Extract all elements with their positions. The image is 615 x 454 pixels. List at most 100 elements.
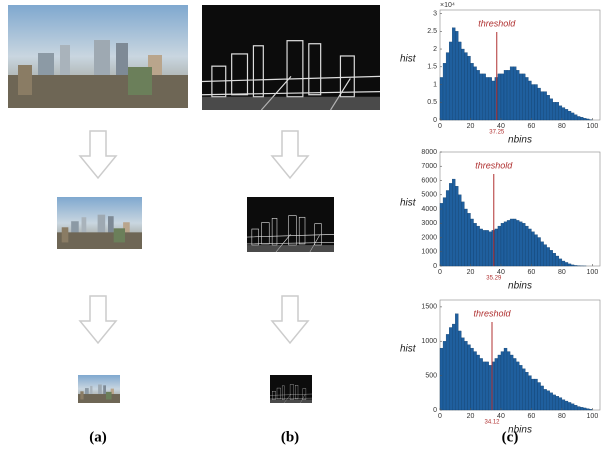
bar (440, 203, 443, 266)
y-tick-label: 1500 (421, 304, 437, 311)
bar (477, 355, 480, 410)
bar (455, 314, 458, 410)
y-tick-label: 1000 (421, 249, 437, 256)
bar (452, 28, 455, 120)
y-tick-label: 0 (433, 263, 437, 270)
bar (568, 264, 571, 266)
bar (495, 229, 498, 266)
bar (480, 358, 483, 410)
bar (489, 77, 492, 120)
bar (550, 250, 553, 266)
bar (443, 198, 446, 266)
y-tick-label: 5000 (421, 192, 437, 199)
histogram: 02040608010000.511.522.53×10⁴threshold37… (400, 2, 600, 146)
bar (522, 223, 525, 266)
bar (461, 49, 464, 120)
bar (574, 405, 577, 410)
bar (501, 74, 504, 120)
bar (562, 261, 565, 266)
bar (547, 391, 550, 410)
bar (467, 56, 470, 120)
y-tick-label: 2.5 (427, 28, 437, 35)
bar (531, 379, 534, 410)
x-tick-label: 60 (528, 269, 536, 276)
bar (486, 362, 489, 410)
y-tick-label: 0 (433, 407, 437, 414)
bar (483, 74, 486, 120)
bar (550, 99, 553, 120)
bar (556, 396, 559, 410)
x-tick-label: 20 (467, 413, 475, 420)
threshold-value: 37.25 (489, 130, 505, 136)
bar (544, 245, 547, 266)
bar (562, 108, 565, 120)
bar (501, 352, 504, 410)
x-tick-label: 100 (587, 123, 599, 130)
bar (486, 230, 489, 266)
image-column-b (202, 5, 380, 403)
bar (510, 67, 513, 120)
x-tick-label: 80 (558, 269, 566, 276)
bar (467, 213, 470, 266)
bar (538, 238, 541, 267)
bar (486, 77, 489, 120)
bar (568, 111, 571, 120)
x-tick-label: 100 (587, 269, 599, 276)
bar (538, 88, 541, 120)
bar (458, 195, 461, 266)
bar (449, 183, 452, 266)
y-tick-label: 1.5 (427, 64, 437, 71)
y-tick-label: 4000 (421, 206, 437, 213)
bar (513, 358, 516, 410)
bar (577, 407, 580, 410)
x-tick-label: 0 (438, 269, 442, 276)
bar (495, 358, 498, 410)
threshold-value: 34.12 (484, 420, 500, 426)
bar (446, 53, 449, 120)
y-tick-label: 0 (433, 117, 437, 124)
y-tick-label: 1000 (421, 338, 437, 345)
bar (464, 341, 467, 410)
bar (571, 404, 574, 410)
bar (489, 365, 492, 410)
bar (507, 220, 510, 266)
bar (522, 369, 525, 410)
bar (574, 115, 577, 120)
y-tick-label: 2000 (421, 234, 437, 241)
bar (461, 202, 464, 266)
bar (461, 338, 464, 410)
bar (547, 95, 550, 120)
bar (440, 348, 443, 410)
bar (513, 219, 516, 266)
bar (534, 235, 537, 266)
x-axis-label: nbins (508, 135, 532, 146)
bar (474, 352, 477, 410)
y-tick-label: 0.5 (427, 99, 437, 106)
y-tick-label: 500 (425, 372, 437, 379)
bar (568, 402, 571, 410)
bar (541, 92, 544, 120)
bar (534, 379, 537, 410)
bar (544, 92, 547, 120)
bar (443, 341, 446, 410)
bar (452, 324, 455, 410)
x-tick-label: 20 (467, 269, 475, 276)
y-axis-label: hist (400, 54, 417, 65)
bar (455, 31, 458, 120)
bar (480, 74, 483, 120)
bar (519, 222, 522, 266)
y-tick-label: 6000 (421, 177, 437, 184)
bar (449, 42, 452, 120)
bar (538, 383, 541, 411)
bar (446, 334, 449, 410)
bar (464, 209, 467, 266)
bar (534, 85, 537, 120)
y-tick-label: 3000 (421, 220, 437, 227)
bar (547, 247, 550, 266)
bar (580, 407, 583, 410)
bar (571, 113, 574, 120)
x-tick-label: 60 (528, 413, 536, 420)
bar (574, 265, 577, 266)
y-tick-label: 1 (433, 81, 437, 88)
bar (464, 53, 467, 120)
